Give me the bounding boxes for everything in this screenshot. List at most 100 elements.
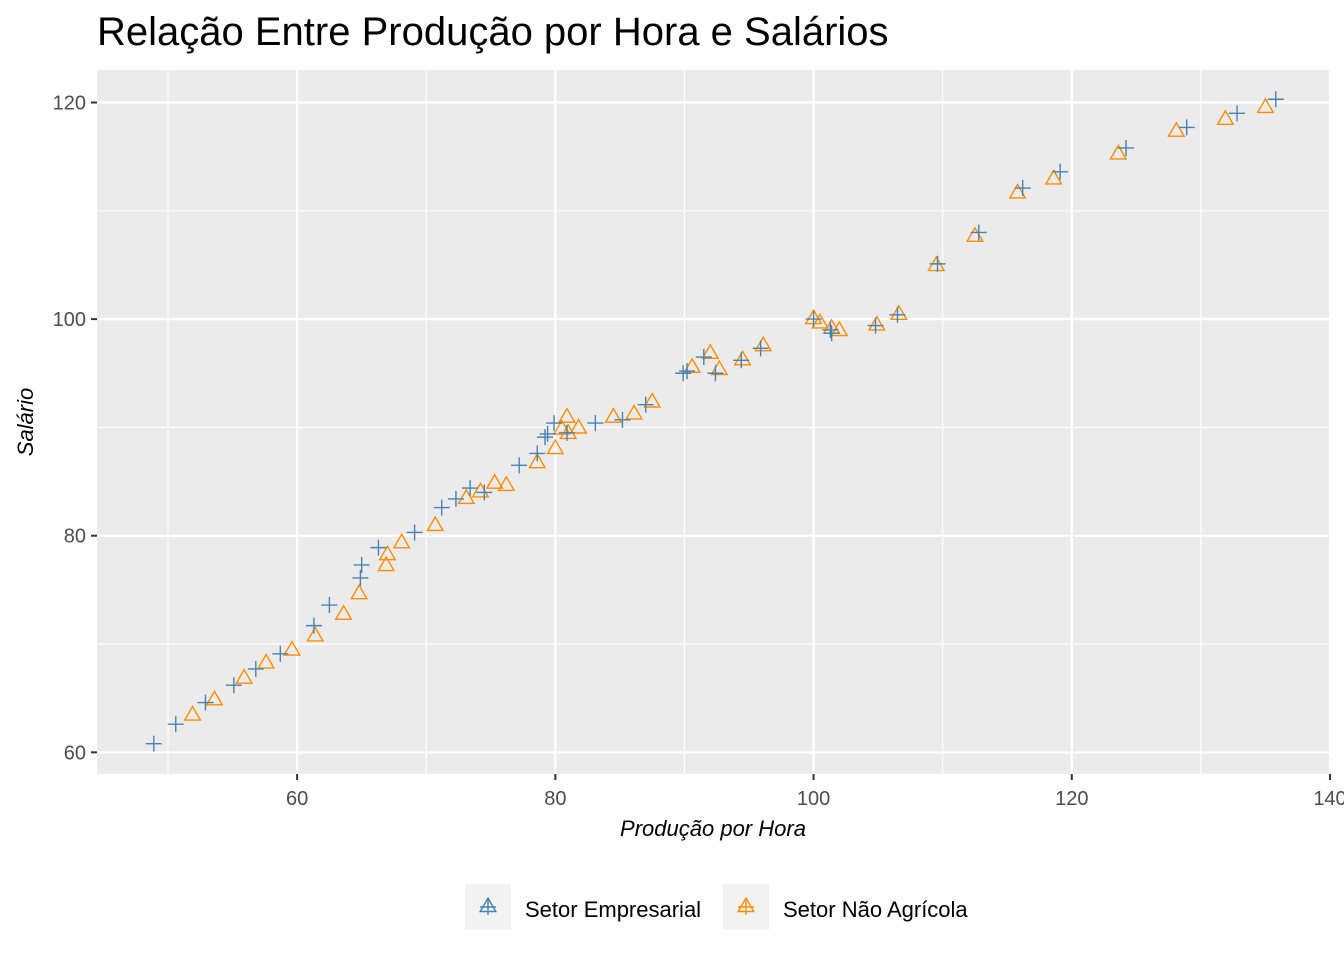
point-setor-empresarial: [167, 716, 184, 733]
point-setor-empresarial: [511, 457, 528, 474]
point-setor-nao-agricola: [350, 583, 369, 600]
axes: 60 80 100 120 140 60 80 100 120: [53, 92, 1344, 810]
point-setor-nao-agricola: [1109, 144, 1128, 160]
point-setor-nao-agricola: [392, 532, 411, 549]
point-setor-nao-agricola: [282, 640, 301, 656]
point-setor-nao-agricola: [1167, 121, 1186, 137]
y-tick-label: 80: [64, 526, 86, 548]
point-setor-empresarial: [558, 424, 575, 441]
point-setor-empresarial: [462, 480, 479, 497]
point-setor-nao-agricola: [867, 315, 886, 331]
point-setor-empresarial: [1178, 119, 1195, 136]
point-setor-nao-agricola: [257, 653, 276, 669]
point-setor-empresarial: [352, 569, 369, 586]
point-setor-empresarial: [1052, 163, 1069, 180]
legend-label: Setor Empresarial: [525, 897, 701, 922]
point-setor-empresarial: [695, 349, 712, 366]
minor-gridlines: [97, 70, 1330, 774]
point-setor-nao-agricola: [569, 418, 588, 434]
point-setor-empresarial: [1229, 105, 1246, 122]
point-setor-nao-agricola: [830, 320, 849, 337]
point-setor-nao-agricola: [378, 544, 397, 561]
point-setor-empresarial: [587, 415, 604, 432]
point-setor-empresarial: [679, 363, 696, 380]
point-setor-nao-agricola: [546, 438, 565, 455]
point-setor-empresarial: [537, 429, 554, 446]
legend: Setor Empresarial Setor Não Agrícola: [465, 884, 968, 930]
point-setor-empresarial: [805, 311, 822, 328]
point-setor-empresarial: [675, 365, 692, 382]
y-tick-label: 120: [53, 92, 86, 114]
plot-panel: [97, 70, 1330, 774]
point-setor-nao-agricola: [557, 407, 576, 423]
point-setor-empresarial: [970, 224, 987, 241]
x-axis-title: Produção por Hora: [620, 816, 806, 841]
x-tick-label: 140: [1313, 788, 1344, 810]
x-tick-label: 80: [544, 788, 566, 810]
point-setor-nao-agricola: [1256, 97, 1275, 114]
point-setor-empresarial: [197, 694, 214, 711]
legend-key-plus-glyph: [480, 899, 496, 915]
point-setor-empresarial: [822, 321, 839, 338]
point-setor-nao-agricola: [205, 689, 224, 706]
point-setor-empresarial: [1267, 91, 1284, 108]
point-setor-nao-agricola: [1044, 168, 1063, 185]
legend-item-setor-nao-agricola: Setor Não Agrícola: [723, 884, 968, 930]
point-setor-empresarial: [614, 411, 631, 428]
point-setor-nao-agricola: [811, 313, 830, 329]
point-setor-empresarial: [889, 306, 906, 323]
point-setor-empresarial: [225, 677, 242, 694]
point-setor-nao-agricola: [497, 475, 516, 492]
y-tick-label: 60: [64, 742, 86, 764]
point-setor-empresarial: [272, 645, 289, 662]
point-setor-empresarial: [305, 617, 322, 634]
point-setor-nao-agricola: [377, 555, 396, 572]
legend-key-plus-glyph: [738, 899, 754, 915]
point-setor-empresarial: [823, 325, 840, 342]
point-setor-nao-agricola: [733, 349, 752, 366]
point-setor-nao-agricola: [683, 357, 702, 374]
y-tick-label: 100: [53, 309, 86, 331]
x-tick-label: 120: [1055, 788, 1088, 810]
point-setor-empresarial: [447, 490, 464, 507]
x-tick-label: 60: [286, 788, 308, 810]
point-setor-empresarial: [321, 597, 338, 614]
point-setor-nao-agricola: [334, 604, 353, 620]
data-points: [145, 91, 1284, 752]
point-setor-nao-agricola: [457, 488, 476, 505]
point-setor-empresarial: [353, 556, 370, 573]
legend-label: Setor Não Agrícola: [783, 897, 968, 922]
point-setor-empresarial: [370, 539, 387, 556]
point-setor-nao-agricola: [1008, 183, 1027, 199]
point-setor-empresarial: [433, 499, 450, 516]
point-setor-nao-agricola: [889, 304, 908, 320]
point-setor-empresarial: [637, 396, 654, 413]
point-setor-empresarial: [929, 255, 946, 272]
point-setor-nao-agricola: [183, 705, 202, 721]
point-setor-empresarial: [247, 660, 264, 677]
point-setor-empresarial: [145, 735, 162, 752]
y-axis-title: Salário: [13, 388, 38, 456]
major-gridlines: [97, 70, 1332, 774]
point-setor-nao-agricola: [485, 473, 504, 489]
point-setor-nao-agricola: [625, 404, 644, 420]
point-setor-nao-agricola: [643, 392, 662, 408]
point-setor-nao-agricola: [754, 335, 773, 352]
point-setor-empresarial: [867, 317, 884, 334]
point-setor-empresarial: [476, 484, 493, 501]
point-setor-empresarial: [752, 340, 769, 357]
point-setor-nao-agricola: [426, 515, 445, 532]
legend-item-setor-empresarial: Setor Empresarial: [465, 884, 701, 930]
point-setor-empresarial: [1014, 180, 1031, 197]
chart-title: Relação Entre Produção por Hora e Salári…: [97, 10, 889, 54]
point-setor-nao-agricola: [306, 626, 325, 642]
point-setor-nao-agricola: [235, 668, 254, 684]
point-setor-nao-agricola: [552, 419, 571, 435]
point-setor-nao-agricola: [604, 407, 623, 423]
point-setor-empresarial: [1118, 139, 1135, 156]
point-setor-empresarial: [529, 445, 546, 462]
point-setor-nao-agricola: [1216, 109, 1235, 126]
point-setor-empresarial: [707, 365, 724, 382]
point-setor-nao-agricola: [528, 452, 547, 469]
